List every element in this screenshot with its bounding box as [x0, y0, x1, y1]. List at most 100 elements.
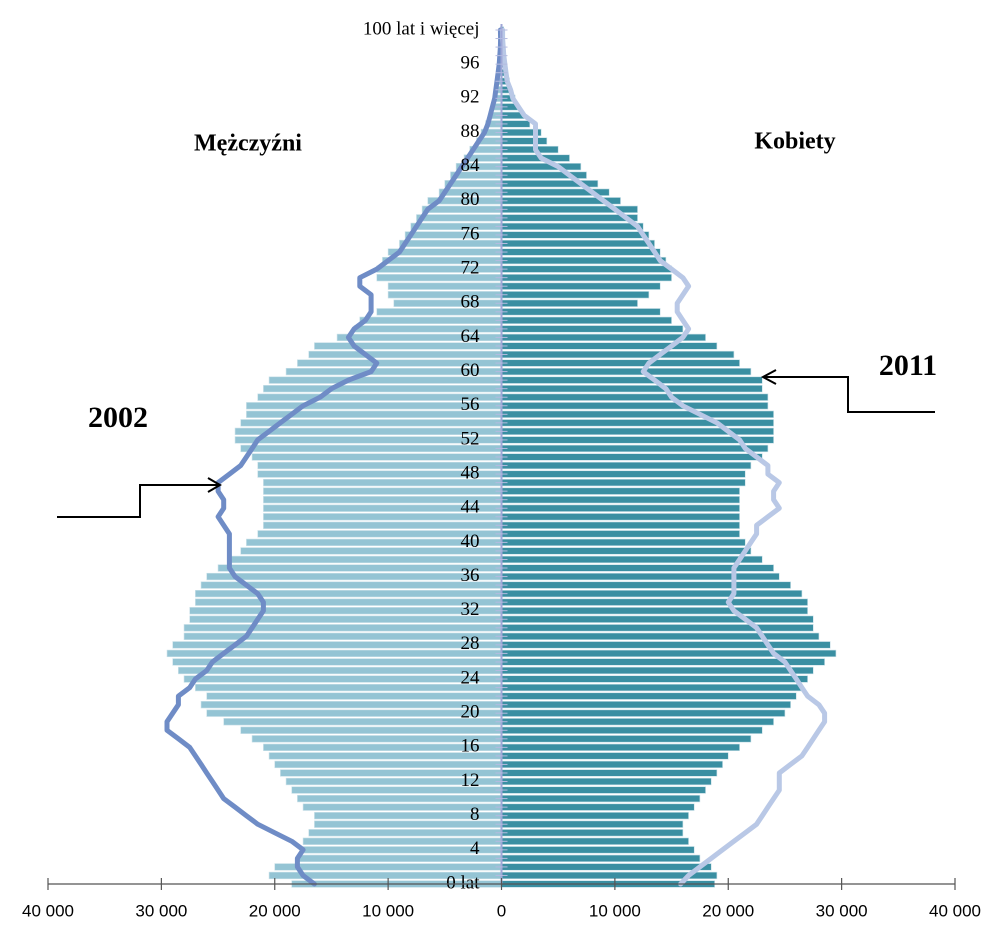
bar	[501, 393, 769, 401]
bar	[251, 453, 502, 461]
bar	[501, 769, 718, 777]
bar	[501, 726, 763, 734]
bar	[501, 222, 644, 231]
bar	[501, 419, 774, 427]
x-tick-label: 30 000	[135, 901, 187, 920]
bar	[501, 154, 570, 162]
x-tick-label: 20 000	[249, 901, 301, 920]
bar	[172, 658, 502, 666]
bar	[501, 786, 706, 794]
bar	[195, 590, 502, 598]
y-tick-label: 8	[470, 804, 480, 825]
bar	[501, 812, 689, 820]
bar	[501, 658, 825, 666]
bar	[501, 590, 803, 598]
bar	[501, 701, 791, 709]
y-tick-label: 56	[461, 394, 480, 415]
bar	[274, 863, 502, 871]
bar	[501, 607, 808, 615]
bar	[501, 282, 661, 290]
y-tick-label: 12	[461, 770, 480, 791]
bar	[189, 607, 502, 615]
bar	[410, 222, 502, 231]
y-tick-label: 60	[461, 360, 480, 381]
arrow	[57, 484, 218, 518]
y-tick-label: 52	[461, 428, 480, 449]
bar	[189, 615, 502, 623]
bar	[501, 325, 684, 333]
arrow-head	[760, 369, 777, 385]
y-tick-label: 36	[461, 565, 480, 586]
bar	[263, 487, 502, 495]
bar	[501, 239, 655, 248]
y-tick-label: 20	[461, 702, 480, 723]
y-tick-label: 64	[461, 326, 481, 347]
bar	[501, 453, 763, 461]
bar	[501, 760, 723, 769]
bar	[206, 692, 502, 700]
bar	[501, 572, 780, 581]
bar	[217, 564, 502, 572]
bar	[501, 470, 746, 478]
bar	[206, 572, 502, 581]
y-tick-label: 16	[461, 736, 480, 757]
y-tick-label: 44	[461, 497, 481, 518]
arrow-head	[207, 477, 222, 493]
bar	[501, 752, 729, 760]
bar	[501, 163, 582, 171]
y-tick-label: 72	[461, 257, 480, 278]
y-tick-label: 88	[461, 121, 480, 142]
bar	[501, 214, 638, 222]
annotation: 2011	[879, 349, 937, 382]
bar	[387, 282, 502, 290]
y-tick-label: 4	[470, 838, 480, 859]
bar	[501, 675, 808, 683]
bar	[501, 735, 752, 743]
bar	[387, 248, 502, 256]
bar	[501, 829, 684, 837]
bar	[501, 308, 661, 316]
bar	[501, 513, 740, 521]
bar	[501, 496, 740, 504]
bar	[501, 547, 752, 555]
arrow	[764, 376, 935, 413]
bar	[183, 632, 502, 640]
y-tick-label: 96	[461, 53, 480, 74]
bar	[195, 683, 502, 692]
bar	[501, 581, 791, 589]
y-tick-label: 76	[461, 223, 480, 244]
bar	[501, 231, 650, 239]
x-tick-label: 40 000	[22, 901, 74, 920]
bar	[501, 256, 667, 265]
bar	[501, 461, 752, 470]
bar	[297, 794, 502, 803]
bar	[308, 350, 502, 359]
bar	[404, 231, 502, 239]
bar	[501, 641, 831, 649]
bar	[308, 829, 502, 837]
bar	[501, 820, 684, 828]
bar	[274, 760, 502, 769]
line	[164, 27, 504, 887]
bar	[359, 316, 502, 324]
x-tick-label: 40 000	[929, 901, 981, 920]
bar	[416, 214, 502, 222]
bar	[501, 666, 814, 675]
plot: 0 lat48121620242832364044485256606468727…	[22, 18, 981, 920]
y-tick-label: 68	[461, 292, 480, 313]
bar	[501, 615, 814, 623]
bar	[382, 256, 502, 265]
y-tick-label: 0 lat	[446, 872, 480, 893]
bar	[501, 709, 786, 717]
x-tick-label: 0	[497, 901, 506, 920]
bar	[501, 316, 672, 324]
bar	[501, 803, 695, 811]
x-tick-label: 30 000	[816, 901, 868, 920]
y-tick-label: 32	[461, 599, 480, 620]
bar	[501, 444, 769, 453]
bar	[501, 555, 763, 564]
bar	[229, 555, 502, 564]
bar	[501, 350, 735, 359]
bar	[195, 598, 502, 606]
bar	[501, 410, 774, 418]
